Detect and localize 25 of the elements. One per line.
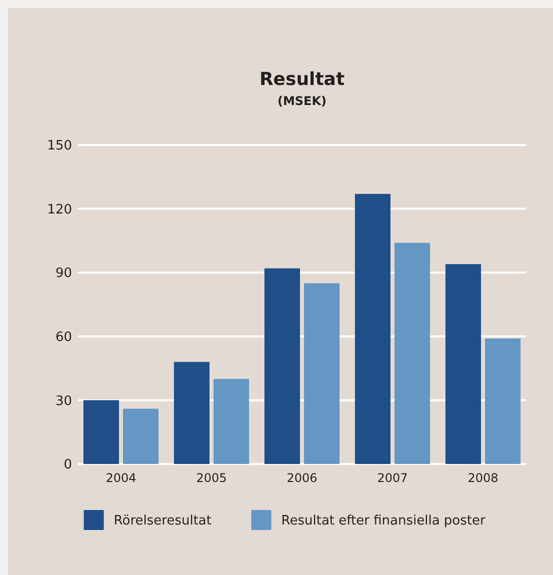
- bar: [485, 338, 521, 464]
- x-tick-label: 2004: [106, 471, 136, 485]
- bar: [122, 408, 159, 464]
- y-tick-label: 150: [47, 138, 72, 154]
- bar: [213, 378, 250, 464]
- legend-label: Rörelseresultat: [114, 514, 212, 529]
- bar: [264, 268, 300, 464]
- bar: [174, 362, 210, 464]
- chart-subtitle: (MSEK): [277, 94, 327, 108]
- bar: [304, 283, 340, 464]
- y-tick-label: 0: [64, 458, 72, 473]
- chart-title: Resultat: [259, 69, 345, 90]
- bar: [445, 264, 482, 464]
- x-tick-label: 2008: [468, 471, 498, 485]
- bar: [354, 194, 391, 464]
- x-tick-label: 2006: [286, 471, 318, 485]
- y-tick-label: 30: [55, 394, 72, 409]
- y-tick-label: 120: [47, 202, 72, 218]
- bar: [394, 242, 430, 464]
- legend-label: Resultat efter finansiella poster: [281, 514, 486, 529]
- x-tick-label: 2005: [196, 471, 227, 485]
- y-tick-label: 90: [55, 266, 72, 282]
- bar: [83, 400, 119, 464]
- y-tick-label: 60: [55, 330, 72, 345]
- x-tick-label: 2007: [377, 471, 408, 485]
